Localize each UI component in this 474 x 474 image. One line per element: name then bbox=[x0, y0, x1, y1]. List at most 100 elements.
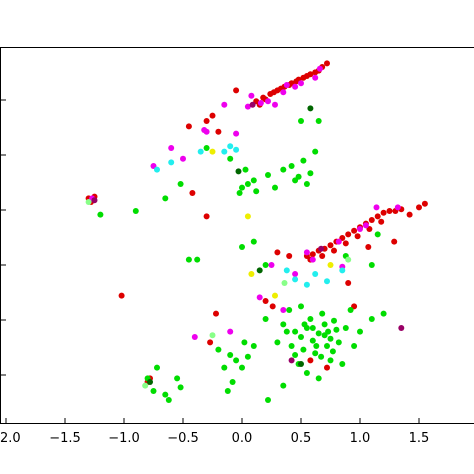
data-point-s2-34 bbox=[301, 321, 308, 328]
data-point-s0-58 bbox=[286, 253, 293, 259]
data-point-s4-3 bbox=[248, 271, 255, 277]
data-point-s2-57 bbox=[265, 397, 271, 403]
data-point-s1-29 bbox=[373, 204, 380, 211]
data-point-s2-49 bbox=[224, 388, 231, 394]
data-point-s5-1 bbox=[235, 168, 242, 175]
data-point-s0-65 bbox=[345, 280, 352, 286]
data-point-s2-84 bbox=[239, 244, 245, 250]
data-point-s2-45 bbox=[221, 364, 228, 371]
data-point-s1-17 bbox=[256, 294, 263, 301]
data-point-s1-22 bbox=[357, 226, 363, 232]
data-point-s1-9 bbox=[168, 145, 175, 151]
data-point-s2-20 bbox=[298, 303, 304, 310]
data-point-s2-35 bbox=[313, 343, 320, 349]
data-point-s0-30 bbox=[118, 292, 125, 299]
data-point-s2-3 bbox=[309, 337, 316, 344]
data-point-s1-7 bbox=[221, 101, 228, 108]
data-point-s6-3 bbox=[318, 245, 325, 252]
data-point-s2-56 bbox=[165, 397, 172, 403]
data-point-s0-71 bbox=[324, 364, 330, 371]
data-point-s0-45 bbox=[386, 208, 393, 214]
data-point-s3-11 bbox=[154, 166, 160, 173]
data-point-s1-13 bbox=[362, 222, 369, 229]
x-tick-label-7: 1.5 bbox=[409, 431, 430, 446]
data-point-s2-15 bbox=[331, 317, 337, 324]
data-point-s2-51 bbox=[150, 388, 157, 394]
data-point-s1-19 bbox=[227, 328, 234, 335]
data-point-s0-28 bbox=[189, 190, 196, 196]
data-point-s5-4 bbox=[147, 379, 153, 385]
data-point-s1-16 bbox=[292, 271, 299, 277]
data-point-s2-31 bbox=[283, 328, 290, 335]
data-point-s2-14 bbox=[319, 310, 326, 317]
data-point-s2-54 bbox=[174, 375, 181, 382]
data-point-s3-7 bbox=[339, 267, 346, 274]
data-point-s1-5 bbox=[292, 83, 299, 90]
data-point-s5-0 bbox=[307, 105, 314, 112]
data-point-s5-3 bbox=[298, 361, 304, 367]
data-point-s2-77 bbox=[162, 195, 169, 202]
data-point-s0-15 bbox=[293, 78, 300, 85]
data-point-s1-18 bbox=[280, 307, 287, 313]
data-point-s2-67 bbox=[288, 163, 295, 169]
data-point-s2-36 bbox=[325, 328, 332, 335]
data-point-s1-12 bbox=[335, 238, 342, 245]
data-point-s0-50 bbox=[421, 200, 428, 207]
x-tick-label-1: −1.5 bbox=[49, 431, 81, 446]
data-point-s1-4 bbox=[312, 74, 319, 81]
x-tick-label-5: 0.5 bbox=[291, 431, 312, 446]
data-point-s1-24 bbox=[309, 256, 316, 263]
data-point-s1-28 bbox=[283, 82, 290, 88]
data-point-s2-29 bbox=[380, 310, 387, 317]
data-point-s1-26 bbox=[272, 101, 278, 108]
data-point-s7-4 bbox=[142, 382, 149, 389]
data-point-s1-31 bbox=[180, 155, 186, 162]
data-point-s0-35 bbox=[327, 242, 334, 249]
data-point-s2-65 bbox=[253, 188, 260, 195]
data-point-s2-1 bbox=[298, 334, 304, 340]
data-point-s2-58 bbox=[280, 382, 287, 389]
data-point-s0-53 bbox=[331, 247, 337, 254]
data-point-s2-7 bbox=[333, 326, 340, 333]
data-point-s2-22 bbox=[303, 370, 310, 376]
data-point-s0-48 bbox=[406, 211, 413, 218]
data-point-s2-79 bbox=[203, 145, 210, 151]
data-point-s2-87 bbox=[368, 262, 375, 268]
data-point-s2-26 bbox=[351, 343, 358, 349]
data-point-s1-15 bbox=[268, 262, 275, 268]
data-point-s0-17 bbox=[307, 71, 314, 78]
data-point-s1-32 bbox=[233, 130, 240, 137]
data-point-s2-38 bbox=[318, 353, 325, 360]
x-tick-label-4: 0.0 bbox=[232, 431, 253, 446]
x-tick-label-0: 2.0 bbox=[0, 431, 21, 446]
data-point-s0-21 bbox=[203, 118, 210, 124]
data-point-s2-60 bbox=[239, 184, 245, 191]
data-point-s2-71 bbox=[312, 148, 319, 155]
data-point-s5-2 bbox=[256, 267, 263, 274]
data-point-s7-2 bbox=[281, 280, 288, 286]
data-point-s2-89 bbox=[374, 231, 381, 238]
data-point-s1-11 bbox=[303, 249, 310, 256]
data-point-s2-55 bbox=[177, 384, 184, 391]
data-point-s2-39 bbox=[329, 348, 336, 355]
data-point-s2-53 bbox=[162, 391, 169, 398]
data-point-s2-41 bbox=[233, 357, 240, 364]
data-point-s2-37 bbox=[292, 352, 299, 358]
data-point-s2-72 bbox=[292, 177, 299, 184]
data-point-s0-54 bbox=[342, 240, 349, 247]
data-point-s2-30 bbox=[274, 339, 281, 346]
data-point-s2-32 bbox=[309, 325, 316, 331]
data-point-s0-38 bbox=[345, 231, 352, 238]
data-point-s0-49 bbox=[416, 204, 422, 211]
data-point-s0-23 bbox=[209, 112, 216, 119]
data-point-s1-0 bbox=[244, 103, 251, 110]
data-point-s0-70 bbox=[307, 357, 314, 364]
data-point-s2-69 bbox=[300, 157, 307, 164]
data-point-s0-61 bbox=[269, 303, 276, 310]
data-point-s2-8 bbox=[288, 343, 295, 349]
data-point-s2-6 bbox=[327, 335, 334, 342]
data-point-s4-1 bbox=[244, 213, 251, 220]
data-point-s1-23 bbox=[201, 127, 208, 133]
data-point-s2-19 bbox=[286, 307, 293, 313]
